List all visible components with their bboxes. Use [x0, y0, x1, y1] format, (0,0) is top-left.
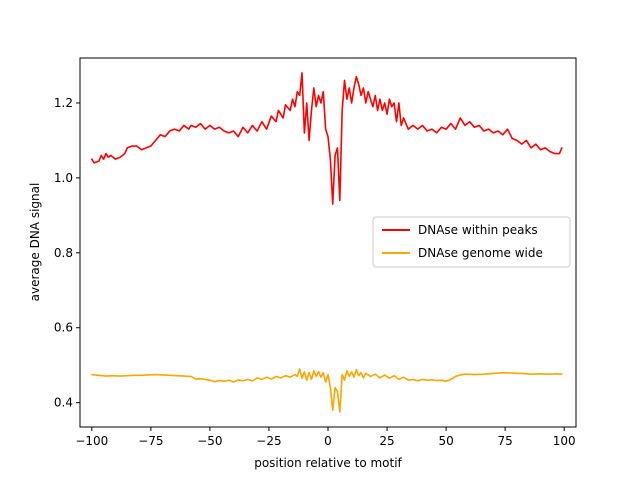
y-axis-title: average DNA signal [28, 183, 42, 302]
y-tick-label: 0.4 [54, 396, 73, 410]
x-tick-label: 50 [438, 434, 453, 448]
y-tick-label: 1.2 [54, 96, 73, 110]
legend-label-within-peaks: DNAse within peaks [418, 223, 538, 237]
legend-label-genome-wide: DNAse genome wide [418, 246, 543, 260]
x-tick-label: −25 [256, 434, 281, 448]
y-axis: 0.4 0.6 0.8 1.0 1.2 [54, 96, 80, 410]
legend-box [372, 216, 571, 268]
x-tick-label: 100 [553, 434, 576, 448]
x-tick-label: −50 [197, 434, 222, 448]
y-tick-label: 1.0 [54, 171, 73, 185]
x-tick-label: 25 [379, 434, 394, 448]
x-tick-label: 0 [324, 434, 332, 448]
y-tick-label: 0.6 [54, 321, 73, 335]
series-line-within-peaks [91, 72, 563, 205]
x-axis: −100 −75 −50 −25 0 25 50 75 100 [75, 427, 576, 448]
x-tick-label: 75 [498, 434, 513, 448]
series-line-genome-wide [91, 368, 563, 413]
x-axis-title: position relative to motif [254, 456, 402, 470]
x-tick-label: −75 [138, 434, 163, 448]
legend: DNAse within peaks DNAse genome wide [372, 216, 571, 268]
series-layer [91, 72, 563, 413]
x-tick-label: −100 [75, 434, 108, 448]
y-tick-label: 0.8 [54, 246, 73, 260]
